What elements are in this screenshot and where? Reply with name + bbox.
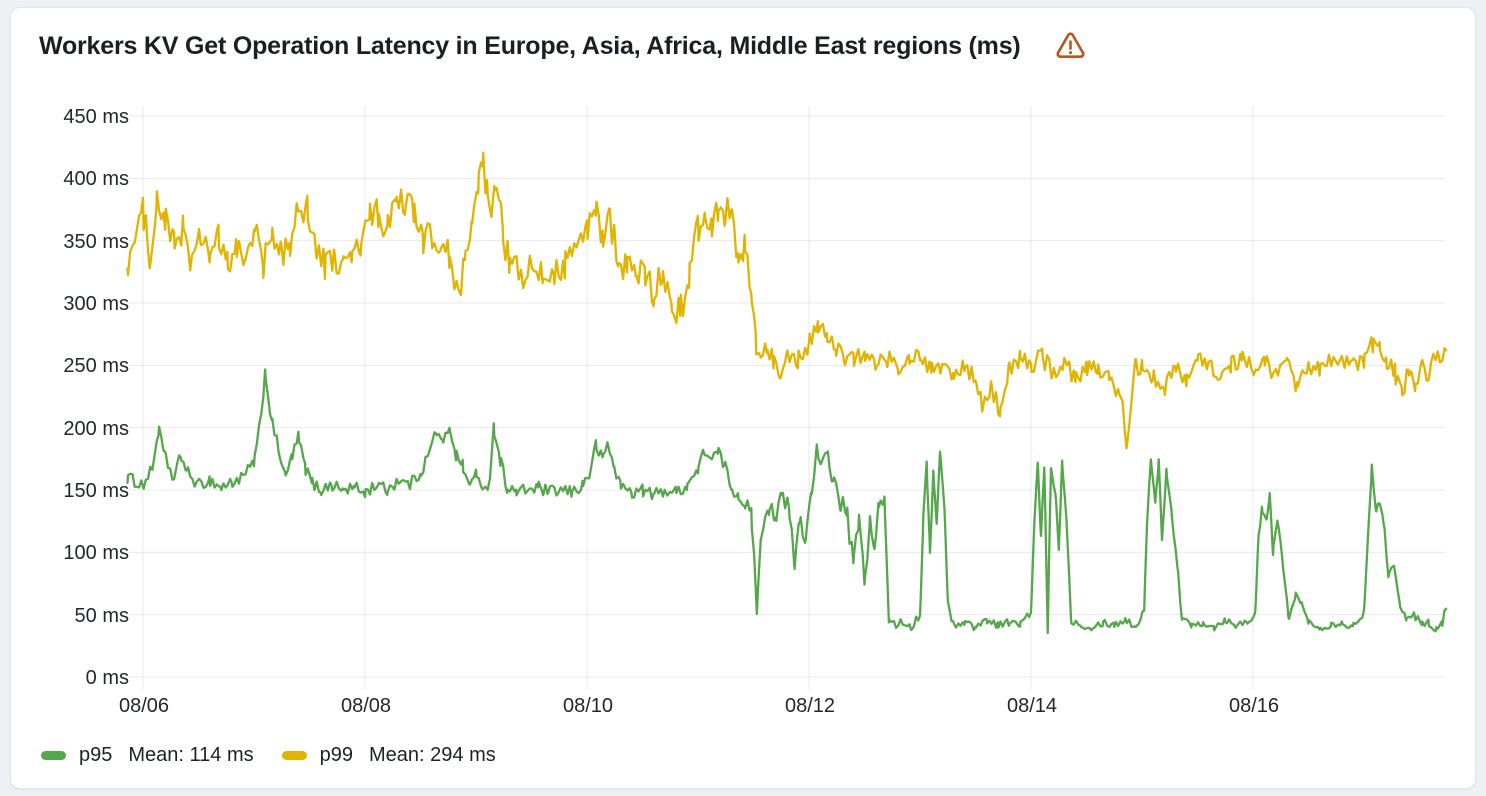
- legend-item-p99[interactable]: p99 Mean: 294 ms: [281, 744, 496, 767]
- p99-series-swatch: [281, 751, 307, 760]
- y-axis-tick-label: 400 ms: [63, 168, 129, 191]
- panel-card: Workers KV Get Operation Latency in Euro…: [10, 7, 1476, 789]
- y-axis-tick-label: 450 ms: [63, 106, 129, 128]
- x-axis-tick-label: 08/12: [784, 695, 836, 717]
- legend: p95 Mean: 114 ms p99 Mean: 294 ms: [41, 744, 496, 767]
- y-axis-tick-label: 0 ms: [85, 667, 129, 689]
- y-axis-tick-label: 150 ms: [63, 480, 129, 502]
- x-axis-tick-label: 08/16: [1228, 695, 1280, 717]
- y-axis-tick-label: 350 ms: [63, 230, 129, 253]
- legend-series-name: p95: [79, 744, 113, 766]
- y-axis-tick-label: 250 ms: [63, 355, 129, 378]
- y-axis-tick-label: 50 ms: [74, 604, 129, 627]
- x-axis-tick-label: 08/14: [1006, 695, 1058, 717]
- y-axis-tick-label: 300 ms: [63, 293, 129, 315]
- y-axis-tick-label: 100 ms: [63, 542, 129, 565]
- x-axis-tick-label: 08/10: [562, 695, 614, 717]
- legend-item-p95[interactable]: p95 Mean: 114 ms: [41, 744, 254, 767]
- page-title: Workers KV Get Operation Latency in Euro…: [39, 32, 1021, 60]
- gridlines-horizontal: [128, 115, 1445, 678]
- x-axis-tick-label: 08/08: [340, 695, 392, 717]
- panel-header: Workers KV Get Operation Latency in Euro…: [39, 32, 1455, 61]
- y-axis-tick-label: 200 ms: [63, 417, 129, 440]
- p95-series-swatch: [41, 751, 66, 760]
- warning-triangle-icon[interactable]: [1055, 32, 1086, 61]
- series-line-p95: [126, 368, 1448, 635]
- legend-series-mean: Mean: 294 ms: [369, 744, 496, 766]
- series-line-p99: [126, 151, 1448, 450]
- legend-series-mean: Mean: 114 ms: [128, 744, 254, 766]
- x-axis-tick-label: 08/06: [118, 695, 170, 717]
- legend-series-name: p99: [319, 744, 353, 766]
- gridlines-vertical: [142, 106, 1254, 690]
